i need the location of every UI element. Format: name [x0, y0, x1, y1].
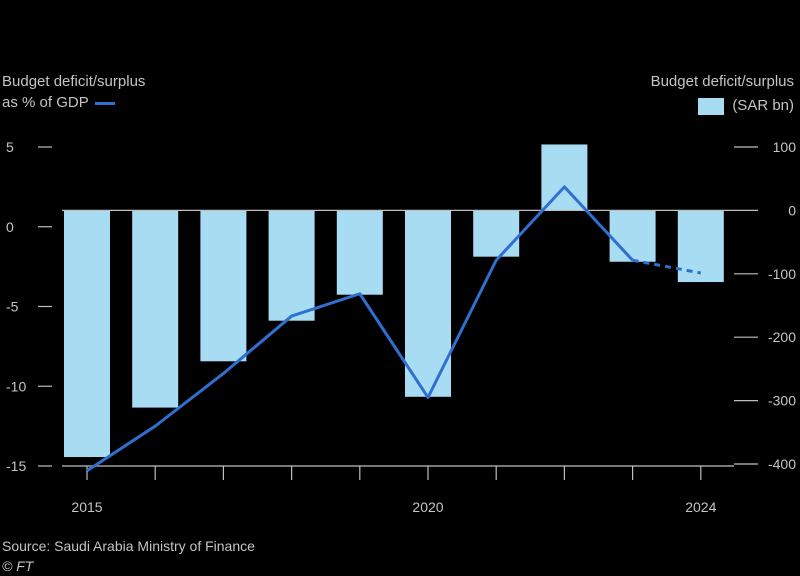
- left-axis-title: Budget deficit/surplus: [2, 73, 146, 90]
- right-axis-tick-label: -100: [768, 266, 796, 282]
- bar: [677, 210, 724, 283]
- left-axis-subtitle: as % of GDP: [2, 93, 115, 113]
- line-series: [86, 185, 702, 473]
- axes: 5 0 -5 -10 -15 100 0 -100 -200 -300 -400 2015 2020 20…: [6, 139, 796, 515]
- bar: [336, 210, 383, 295]
- bar-legend-swatch: [698, 97, 725, 115]
- x-axis-tick-label: 2020: [412, 499, 443, 515]
- bar-series: [62, 144, 734, 458]
- right-axis-subtitle: (SAR bn): [698, 96, 794, 116]
- x-axis-tick-label: 2015: [71, 499, 102, 515]
- line-solid-segment: [86, 185, 634, 473]
- bar: [473, 210, 520, 257]
- bar: [405, 210, 451, 397]
- left-axis-tick-label: -15: [6, 458, 26, 474]
- line-legend-swatch: [94, 101, 115, 105]
- left-axis-tick-label: -10: [6, 378, 26, 394]
- right-axis-tick-label: 0: [788, 202, 796, 218]
- left-axis-tick-label: 5: [6, 139, 14, 155]
- x-axis-tick-label: 2024: [685, 499, 716, 515]
- bar: [132, 210, 179, 408]
- right-axis-subtitle-text: (SAR bn): [732, 97, 794, 114]
- left-axis-tick-label: -5: [6, 299, 19, 315]
- left-axis-tick-label: 0: [6, 219, 14, 235]
- bar: [609, 210, 656, 262]
- bar: [268, 210, 315, 321]
- bar: [541, 144, 588, 211]
- credit-note: © FT: [2, 558, 34, 574]
- line-dashed-segment: [632, 258, 702, 275]
- right-axis-tick-label: -300: [768, 393, 796, 409]
- right-axis-title: Budget deficit/surplus: [650, 73, 794, 90]
- right-axis-tick-label: -200: [768, 329, 796, 345]
- source-note: Source: Saudi Arabia Ministry of Finance: [2, 538, 255, 554]
- right-axis-tick-label: -400: [768, 456, 796, 472]
- left-axis-subtitle-text: as % of GDP: [2, 94, 89, 111]
- bar: [200, 210, 247, 362]
- bar: [64, 210, 110, 458]
- right-axis-tick-label: 100: [773, 139, 797, 155]
